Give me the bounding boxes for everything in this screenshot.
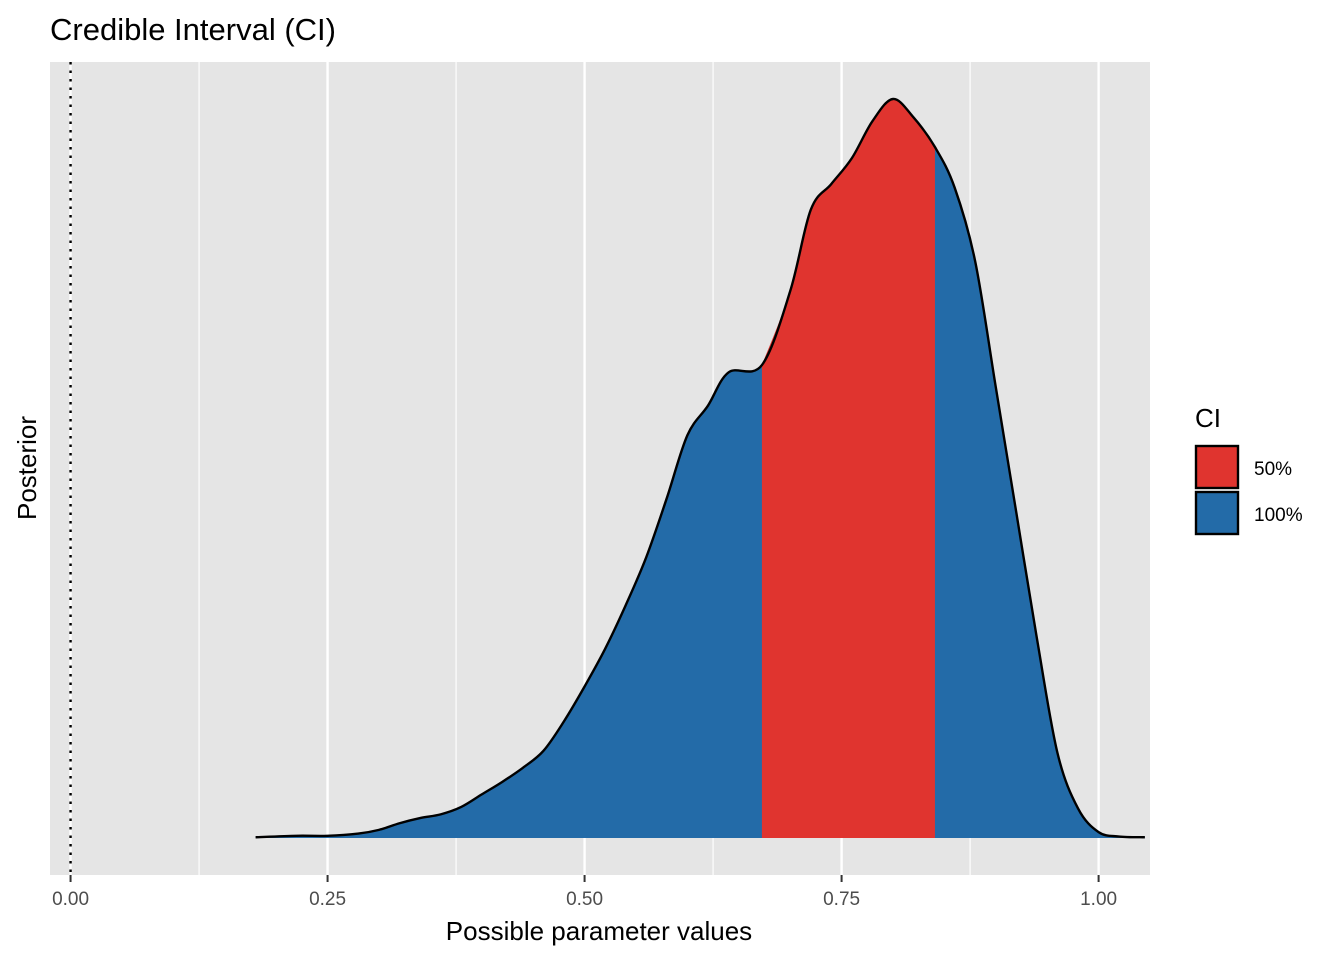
chart-title: Credible Interval (CI) <box>50 12 336 47</box>
y-axis-label: Posterior <box>12 416 42 520</box>
legend-title: CI <box>1195 403 1221 433</box>
density-outline <box>255 97 1145 839</box>
x-tick-label: 0.25 <box>309 889 346 910</box>
x-tick-label: 0.00 <box>52 889 89 910</box>
x-tick-label: 0.75 <box>823 889 860 910</box>
x-axis-ticks: 0.00 0.25 0.50 0.75 1.00 <box>52 875 1117 910</box>
legend-label: 50% <box>1254 459 1292 480</box>
legend: CI 50% 100% <box>1194 403 1303 536</box>
x-tick-label: 0.50 <box>566 889 603 910</box>
x-tick-label: 1.00 <box>1080 889 1117 910</box>
legend-key-100 <box>1194 490 1240 536</box>
legend-key-50 <box>1194 444 1240 490</box>
legend-label: 100% <box>1254 505 1303 526</box>
x-axis-label: Possible parameter values <box>446 916 752 946</box>
density-areas <box>255 97 1145 839</box>
ci-area-50 <box>761 98 935 839</box>
